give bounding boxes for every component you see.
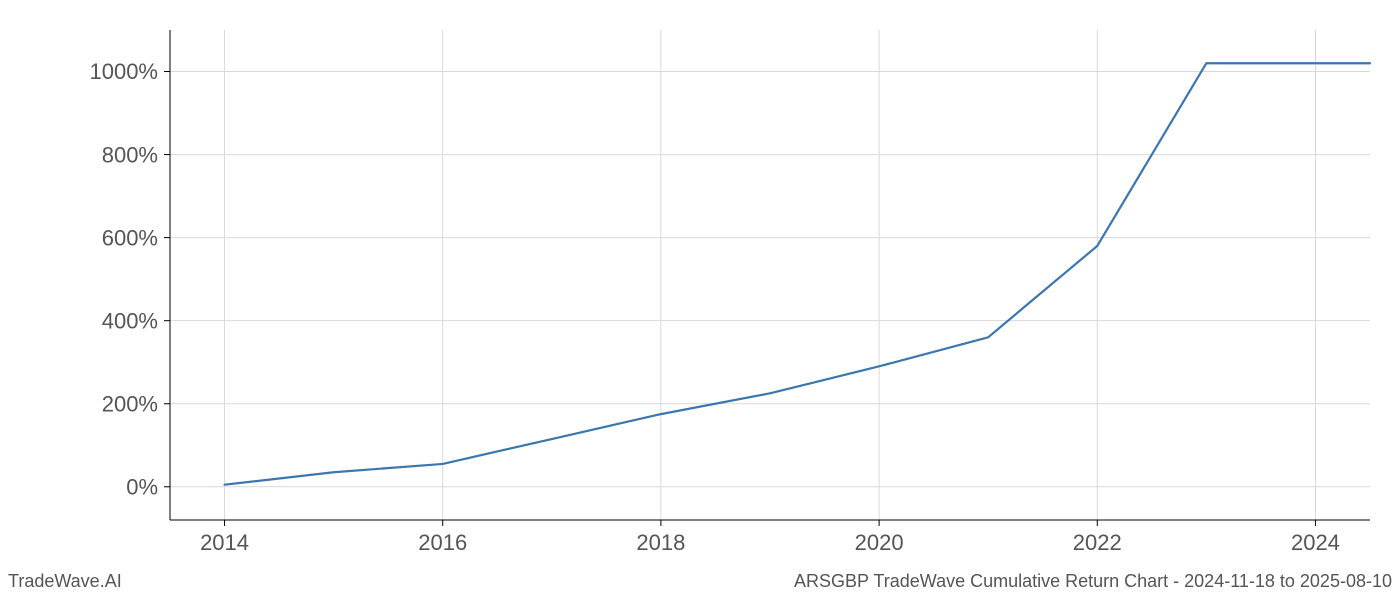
x-tick-label: 2018	[636, 530, 685, 555]
footer-brand: TradeWave.AI	[8, 571, 122, 592]
footer-caption: ARSGBP TradeWave Cumulative Return Chart…	[794, 571, 1392, 592]
y-tick-label: 400%	[102, 308, 158, 333]
x-tick-label: 2014	[200, 530, 249, 555]
line-chart: 2014 2016 2018 2020 2022 2024 0% 200% 400% 600% 80…	[0, 0, 1400, 600]
y-tick-label: 0%	[126, 474, 158, 499]
y-tick-label: 600%	[102, 225, 158, 250]
chart-container: 2014 2016 2018 2020 2022 2024 0% 200% 400% 600% 80…	[0, 0, 1400, 600]
x-tick-label: 2022	[1073, 530, 1122, 555]
x-tick-label: 2024	[1291, 530, 1340, 555]
y-tick-label: 1000%	[89, 59, 158, 84]
x-tick-label: 2016	[418, 530, 467, 555]
y-tick-label: 800%	[102, 142, 158, 167]
x-tick-label: 2020	[855, 530, 904, 555]
y-tick-label: 200%	[102, 391, 158, 416]
